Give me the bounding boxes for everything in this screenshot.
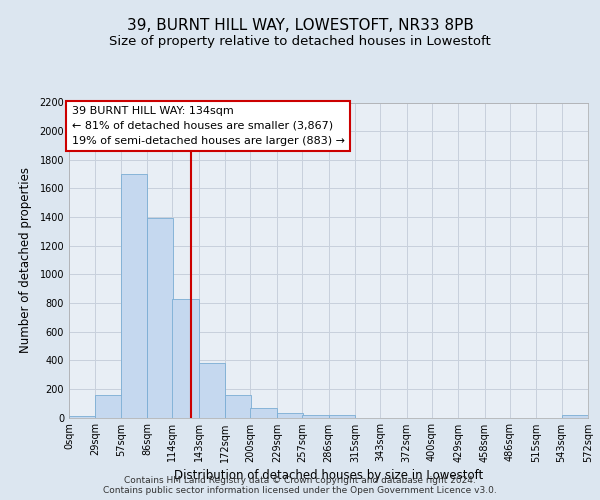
Bar — [121, 174, 147, 418]
Text: 39 BURNT HILL WAY: 134sqm
← 81% of detached houses are smaller (3,867)
19% of se: 39 BURNT HILL WAY: 134sqm ← 81% of detac… — [72, 106, 345, 146]
Bar — [329, 414, 355, 418]
Text: Size of property relative to detached houses in Lowestoft: Size of property relative to detached ho… — [109, 35, 491, 48]
Bar — [172, 298, 199, 418]
Bar — [199, 363, 225, 418]
Bar — [147, 218, 173, 418]
Text: Contains HM Land Registry data © Crown copyright and database right 2024.: Contains HM Land Registry data © Crown c… — [124, 476, 476, 485]
Bar — [225, 394, 251, 417]
Bar — [69, 416, 95, 418]
Text: 39, BURNT HILL WAY, LOWESTOFT, NR33 8PB: 39, BURNT HILL WAY, LOWESTOFT, NR33 8PB — [127, 18, 473, 32]
Text: Contains public sector information licensed under the Open Government Licence v3: Contains public sector information licen… — [103, 486, 497, 495]
Bar — [95, 396, 122, 417]
Bar — [562, 414, 588, 418]
X-axis label: Distribution of detached houses by size in Lowestoft: Distribution of detached houses by size … — [174, 469, 483, 482]
Bar — [250, 408, 277, 418]
Bar — [277, 413, 303, 418]
Bar — [302, 414, 329, 418]
Y-axis label: Number of detached properties: Number of detached properties — [19, 167, 32, 353]
